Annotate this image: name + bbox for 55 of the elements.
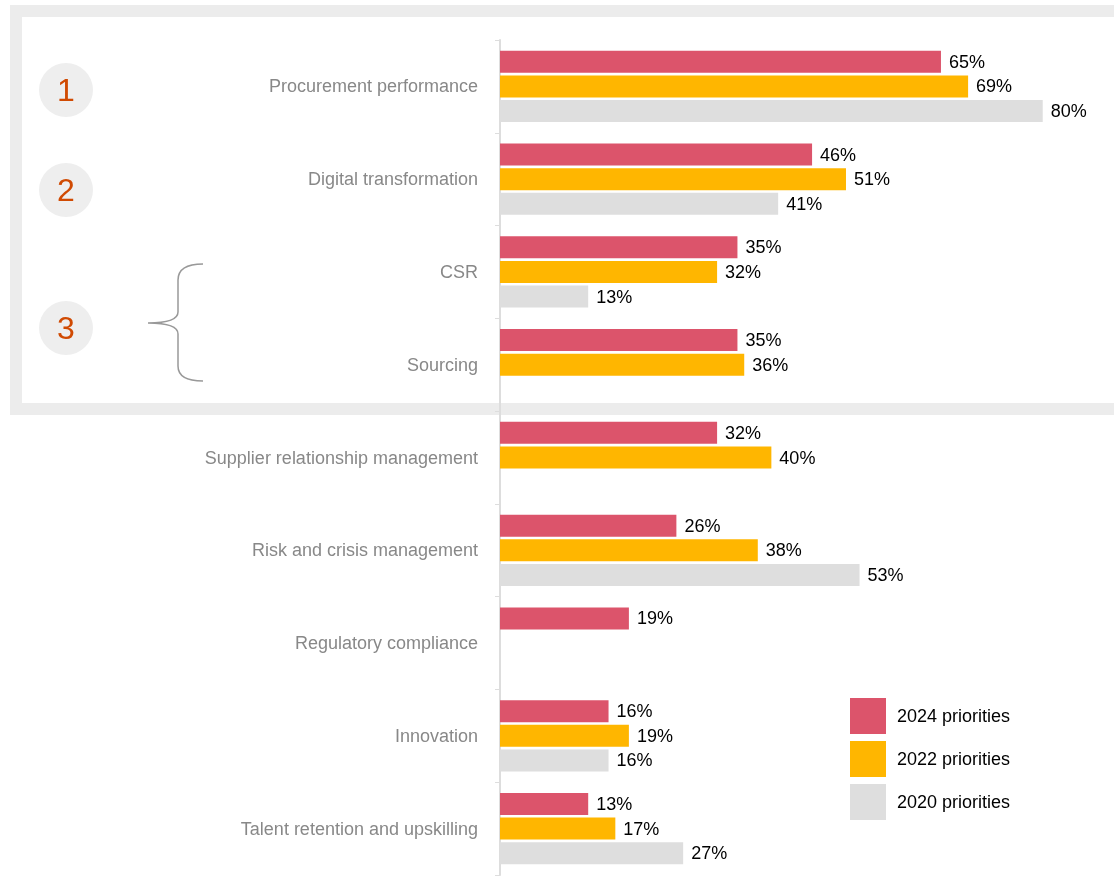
y-tick-label: CSR — [439, 261, 478, 282]
legend-label: 2020 priorities — [897, 792, 1011, 812]
data-label: 40% — [779, 447, 816, 468]
data-label: 26% — [684, 515, 721, 536]
bar — [500, 236, 738, 259]
text: 3 — [57, 310, 75, 346]
data-label: 16% — [616, 750, 653, 771]
data-label: 69% — [976, 76, 1013, 97]
data-label: 19% — [636, 725, 673, 746]
data-label: 36% — [752, 354, 789, 375]
bar — [500, 421, 718, 444]
y-tick-label: Digital transformation — [307, 169, 478, 190]
bar — [500, 329, 738, 352]
legend-label: 2022 priorities — [897, 749, 1011, 769]
bar — [500, 50, 941, 73]
bar — [500, 700, 609, 723]
data-label: 35% — [745, 330, 782, 351]
data-label: 13% — [596, 793, 633, 814]
data-label: 27% — [691, 843, 728, 864]
bar — [500, 353, 745, 376]
data-label: 32% — [725, 422, 762, 443]
y-tick-label: Innovation — [394, 725, 478, 746]
text: 2 — [57, 172, 75, 208]
data-label: 51% — [853, 169, 891, 190]
data-label: 35% — [745, 237, 782, 258]
bar — [500, 446, 772, 469]
data-label: 17% — [623, 818, 660, 839]
data-label: 13% — [596, 286, 633, 307]
data-label: 32% — [725, 261, 762, 282]
y-tick-label: Risk and crisis management — [251, 540, 478, 561]
bar — [500, 514, 677, 537]
legend-label: 2024 priorities — [897, 706, 1011, 726]
y-tick-label: Regulatory compliance — [294, 633, 478, 654]
bar — [500, 168, 846, 191]
data-label: 16% — [616, 701, 653, 722]
data-label: 19% — [636, 608, 673, 629]
y-tick-label: Procurement performance — [268, 76, 478, 97]
text: 1 — [57, 72, 75, 108]
bar — [500, 539, 758, 562]
bar — [500, 260, 718, 283]
y-tick-label: Talent retention and upskilling — [240, 818, 478, 839]
data-label: 53% — [867, 564, 904, 585]
y-tick-label: Supplier relationship management — [204, 447, 478, 468]
bar — [500, 817, 616, 840]
data-label: 46% — [820, 144, 857, 165]
data-label: 38% — [765, 540, 802, 561]
bar — [500, 792, 589, 815]
data-label: 65% — [948, 51, 985, 72]
bar — [500, 724, 629, 747]
data-label: 80% — [1050, 101, 1087, 122]
bar — [500, 143, 813, 166]
y-tick-label: Sourcing — [406, 354, 478, 375]
bar — [500, 607, 629, 630]
bar — [500, 75, 969, 98]
data-label: 41% — [786, 193, 823, 214]
